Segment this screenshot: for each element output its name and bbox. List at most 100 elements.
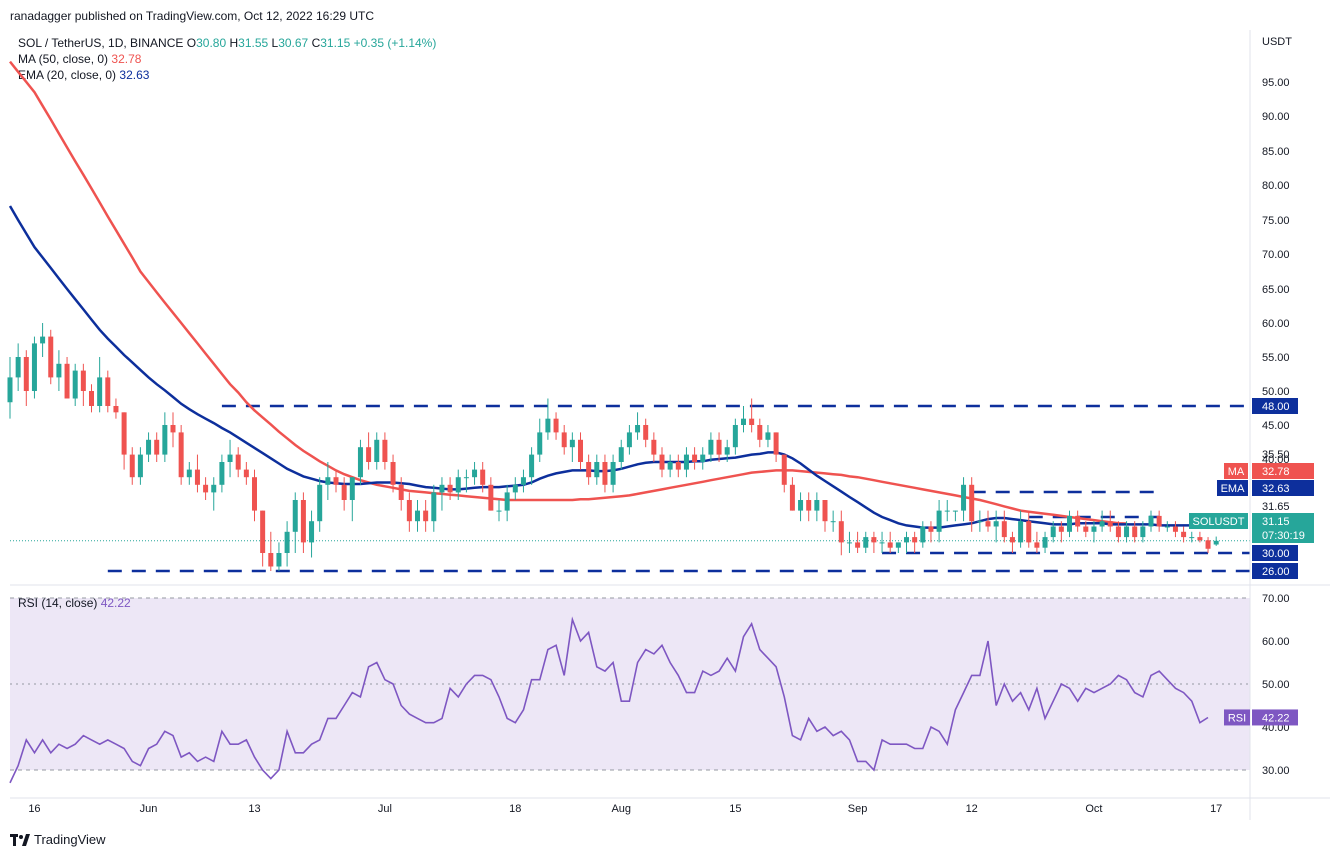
rsi-tick-label: 50.00: [1262, 679, 1290, 691]
candle-body: [553, 418, 559, 433]
ema-legend-value: 32.63: [119, 68, 150, 82]
candle-body: [194, 469, 200, 485]
price-badge-tag: [1189, 513, 1248, 529]
candle-body: [178, 432, 184, 478]
candle-body: [48, 336, 54, 378]
candle-body: [537, 432, 543, 455]
price-tick-label: 50.00: [1262, 386, 1290, 398]
candle-body: [789, 484, 795, 511]
price-tick-label: 55.00: [1262, 352, 1290, 364]
rsi-line: [9, 616, 1209, 784]
candle-body: [961, 484, 967, 511]
candle-body: [121, 412, 127, 455]
price-tick-label: 85.00: [1262, 146, 1290, 158]
ema-legend-row[interactable]: EMA (20, close, 0) 32.63: [18, 67, 436, 83]
candle-body: [235, 454, 241, 470]
candle-body: [1058, 526, 1064, 532]
candle-body: [952, 510, 958, 512]
candle-body: [1124, 526, 1130, 538]
candle-body: [227, 454, 233, 462]
candle-body: [887, 542, 893, 548]
candle-body: [292, 500, 298, 532]
candle-body: [447, 484, 453, 493]
price-badge-value-text: 31.15: [1262, 516, 1290, 528]
candle-body: [105, 377, 111, 406]
candle-body: [349, 477, 355, 500]
candle-body: [1115, 526, 1121, 538]
candle-body: [781, 454, 787, 485]
candle-body: [773, 432, 779, 455]
candle-body: [846, 542, 852, 544]
symbol-ohlc-row: SOL / TetherUS, 1D, BINANCE O30.80 H31.5…: [18, 35, 436, 51]
time-tick-label: Aug: [611, 803, 631, 815]
candle-body: [455, 477, 461, 493]
candle-body: [920, 526, 926, 543]
level-badge: [1252, 563, 1298, 579]
high-value: 31.55: [238, 36, 269, 50]
price-tick-label: 95.00: [1262, 77, 1290, 89]
candle-body: [594, 462, 600, 478]
candle-body: [72, 370, 78, 399]
time-tick-label: 15: [729, 803, 741, 815]
candle-body: [977, 521, 983, 523]
rsi-tick-label: 30.00: [1262, 765, 1290, 777]
candle-body: [1009, 537, 1015, 543]
candle-body: [252, 477, 257, 511]
candle-body: [113, 406, 119, 413]
candle-body: [97, 377, 103, 406]
ma-legend-value: 32.78: [111, 52, 142, 66]
candle-body: [993, 521, 999, 527]
candle-body: [578, 439, 583, 462]
candle-body: [814, 500, 820, 511]
candle-body: [162, 425, 168, 455]
time-tick-label: 17: [1210, 803, 1222, 815]
candle-body: [463, 477, 469, 479]
rsi-value-badge-text: 42.22: [1262, 712, 1290, 724]
candle-body: [895, 542, 901, 548]
candle-body: [1099, 521, 1105, 527]
rsi-label-badge-text: RSI: [1228, 712, 1246, 724]
candle-body: [1164, 526, 1170, 528]
candle-body: [1067, 515, 1072, 532]
time-tick-label: Sep: [848, 803, 868, 815]
time-tick-label: 16: [28, 803, 40, 815]
candle-body: [708, 439, 714, 455]
rsi-value-badge: [1252, 709, 1298, 726]
price-badge-value: [1252, 513, 1314, 543]
candle-body: [586, 462, 592, 478]
candle-body: [1132, 526, 1138, 538]
candle-body: [137, 454, 143, 478]
ma-legend-label: MA (50, close, 0): [18, 52, 109, 66]
candle-body: [268, 553, 274, 567]
candle-body: [1107, 521, 1113, 527]
close-label: C: [311, 36, 321, 50]
candle-body: [724, 447, 730, 455]
candle-body: [504, 492, 510, 511]
candle-body: [276, 553, 282, 567]
candle-body: [439, 484, 445, 493]
price-badge-value: [1252, 480, 1314, 496]
candle-body: [928, 526, 934, 532]
candle-body: [1026, 521, 1032, 543]
rsi-legend[interactable]: RSI (14, close) 42.22: [18, 596, 131, 610]
candle-body: [618, 447, 624, 462]
time-tick-label: 12: [966, 803, 978, 815]
candle-body: [904, 537, 909, 543]
tradingview-logo[interactable]: TradingView: [10, 832, 106, 847]
candle-body: [838, 521, 844, 543]
candle-body: [480, 469, 486, 485]
symbol-label[interactable]: SOL / TetherUS, 1D, BINANCE: [18, 36, 184, 50]
candle-body: [1156, 515, 1162, 527]
candle-body: [309, 521, 315, 543]
candle-body: [382, 439, 388, 462]
price-badge-tag-text: MA: [1228, 466, 1245, 478]
price-tick-label: 70.00: [1262, 249, 1290, 261]
candle-body: [741, 418, 746, 425]
candle-body: [602, 462, 608, 485]
price-badge-tag: [1224, 463, 1248, 479]
candle-body: [1189, 537, 1195, 539]
candle-body: [675, 462, 681, 470]
ma-legend-row[interactable]: MA (50, close, 0) 32.78: [18, 51, 436, 67]
candle-body: [529, 454, 535, 478]
